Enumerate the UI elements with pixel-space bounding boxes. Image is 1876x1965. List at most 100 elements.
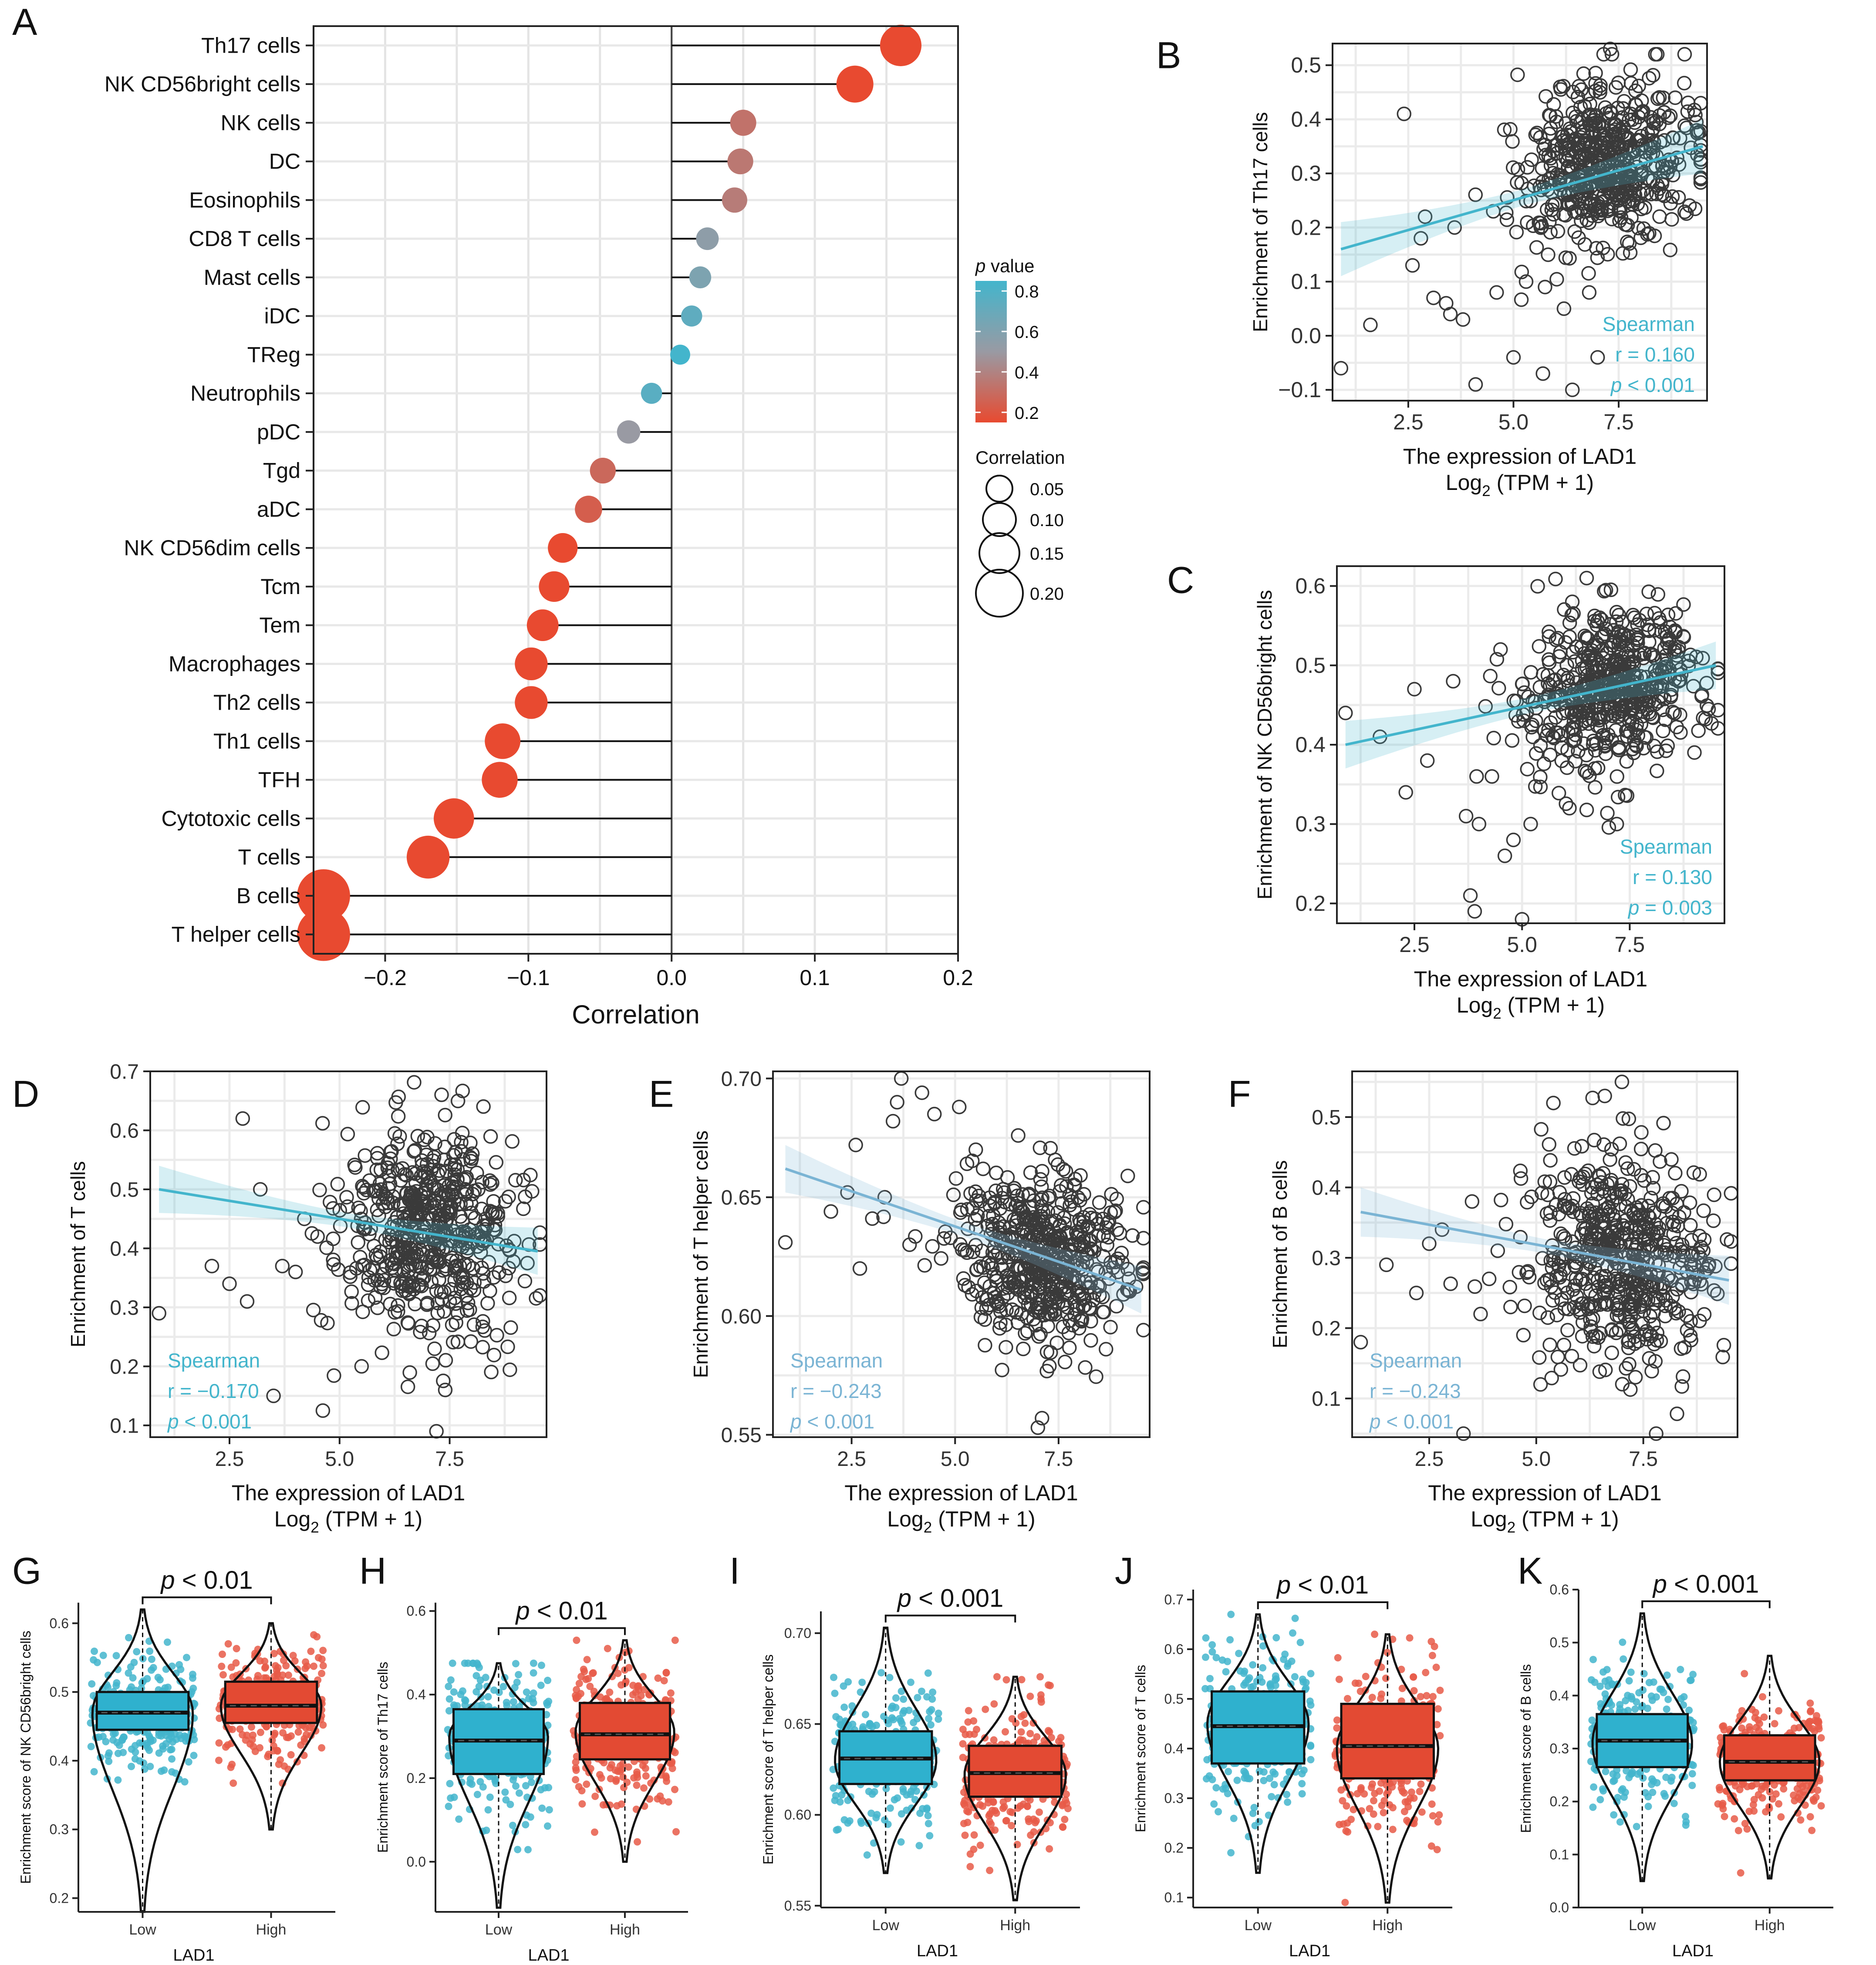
jitter-dot	[446, 1780, 454, 1788]
x-tick-label: 7.5	[1615, 932, 1645, 957]
y-tick-label: 0.65	[784, 1716, 811, 1732]
scatter-point	[1575, 111, 1590, 126]
scatter-point	[1677, 47, 1692, 62]
plot-area	[314, 26, 958, 954]
scatter-point	[1493, 642, 1508, 657]
stats-p-symbol: p	[1610, 374, 1622, 396]
scatter-point	[1602, 145, 1617, 160]
scatter-point	[1588, 65, 1603, 81]
y-tick-label: 0.3	[1291, 161, 1321, 186]
legend-size-circle	[985, 475, 1013, 503]
scatter-point	[1543, 747, 1558, 763]
scatter-point	[1646, 68, 1660, 83]
scatter-point	[1405, 258, 1420, 273]
y-axis-label: Enrichment of B cells	[1269, 1160, 1291, 1348]
scatter-point	[1689, 649, 1704, 665]
jitter-dot	[970, 1717, 978, 1725]
scatter-point	[1580, 676, 1596, 691]
scatter-point	[1615, 110, 1630, 125]
scatter-point	[1471, 817, 1487, 831]
y-tick-label: 0.5	[1312, 1106, 1341, 1129]
scatter-point	[1579, 571, 1594, 586]
lollipop-dot	[641, 382, 662, 404]
scatter-point	[1647, 135, 1661, 150]
lollipop-dot	[406, 835, 450, 879]
jitter-dot	[927, 1721, 935, 1729]
jitter-dot	[318, 1670, 326, 1678]
scatter-point	[1673, 131, 1687, 146]
scatter-point	[1560, 188, 1576, 203]
jitter-dot	[87, 1742, 95, 1750]
jitter-dot	[596, 1771, 604, 1779]
stats-p-value: = 0.003	[1639, 896, 1712, 919]
jitter-dot	[1023, 1803, 1031, 1810]
scatter-point	[1562, 629, 1577, 645]
jitter-dot	[1030, 1828, 1038, 1836]
scatter-point	[1597, 626, 1612, 641]
jitter-dot	[840, 1682, 847, 1690]
jitter-dot	[866, 1720, 874, 1728]
jitter-dot	[128, 1762, 135, 1770]
scatter-point	[505, 1134, 520, 1149]
scatter-point	[454, 1144, 469, 1159]
jitter-dot	[1059, 1823, 1066, 1831]
jitter-dot	[1017, 1712, 1025, 1720]
jitter-dot	[526, 1813, 534, 1821]
scatter-point	[1518, 194, 1534, 209]
lollipop-dot	[590, 457, 616, 484]
units-rest: (TPM + 1)	[1515, 1507, 1619, 1531]
jitter-dot	[190, 1752, 198, 1759]
jitter-dot	[301, 1665, 309, 1672]
units-log: Log	[274, 1507, 310, 1531]
jitter-dot	[573, 1686, 580, 1694]
scatter-point	[1663, 243, 1678, 257]
jitter-dot	[836, 1715, 844, 1723]
jitter-dot	[1021, 1719, 1029, 1727]
scatter-point	[1546, 730, 1562, 746]
lollipop-dot	[722, 187, 747, 213]
scatter-point	[1641, 584, 1656, 599]
jitter-dot	[1026, 1730, 1034, 1738]
scatter-point	[1579, 213, 1594, 227]
scatter-point	[1631, 110, 1646, 125]
scatter-point	[1598, 621, 1613, 636]
scatter-point	[370, 1202, 385, 1217]
scatter-point	[1650, 178, 1665, 192]
lollipop-dot	[297, 908, 350, 961]
scatter-point	[455, 1084, 470, 1098]
scatter-point	[1639, 694, 1654, 709]
scatter-point	[1593, 78, 1608, 93]
y-tick-label: 0.4	[407, 1687, 426, 1702]
category-label: pDC	[257, 420, 300, 444]
jitter-dot	[545, 1806, 553, 1814]
scatter-point	[483, 1177, 498, 1192]
scatter-point	[1620, 729, 1635, 744]
scatter-point	[1590, 672, 1605, 687]
scatter-point	[1558, 208, 1573, 223]
lollipop-dot	[485, 723, 521, 759]
jitter-dot	[1002, 1676, 1010, 1684]
y-tick-label: 0.1	[1312, 1388, 1341, 1411]
jitter-dot	[888, 1714, 896, 1722]
jitter-dot	[445, 1803, 452, 1810]
jitter-dot	[163, 1638, 171, 1646]
y-tick-label: 0.5	[1295, 653, 1326, 678]
scatter-point	[1650, 763, 1664, 778]
scatter-point	[413, 1324, 428, 1340]
jitter-dot	[591, 1793, 599, 1800]
jitter-dot	[959, 1740, 967, 1748]
jitter-dot	[543, 1701, 551, 1709]
panel-label: G	[12, 1550, 41, 1592]
scatter-point	[1668, 606, 1683, 621]
scatter-point	[1601, 727, 1616, 742]
jitter-dot	[970, 1845, 978, 1853]
scatter-point	[1623, 693, 1637, 708]
scatter-point	[1535, 366, 1550, 381]
scatter-point	[1565, 382, 1580, 397]
scatter-point	[363, 1263, 378, 1278]
jitter-dot	[831, 1689, 839, 1697]
jitter-dot	[1046, 1845, 1053, 1853]
significance-bracket	[142, 1596, 272, 1604]
jitter-dot	[985, 1799, 992, 1806]
